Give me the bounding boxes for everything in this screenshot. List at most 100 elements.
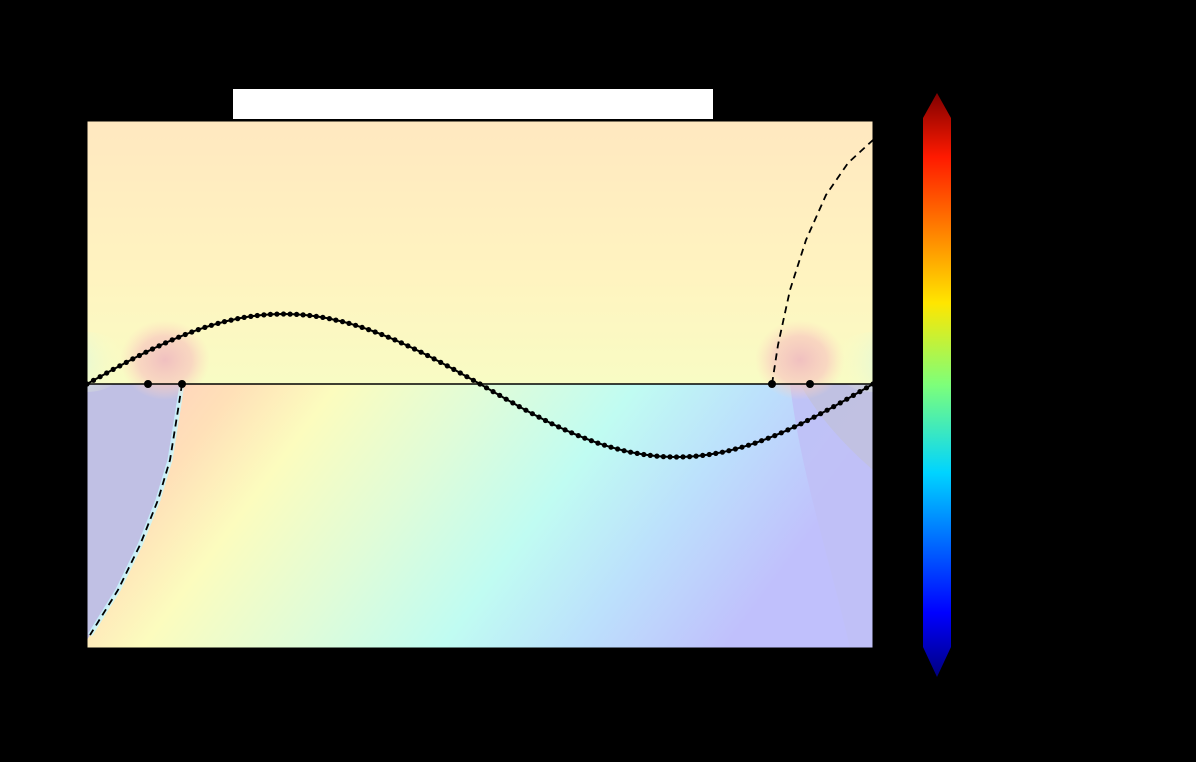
sine-marker xyxy=(143,349,149,355)
sine-marker xyxy=(759,438,765,444)
sine-marker xyxy=(307,312,313,319)
sine-marker xyxy=(549,421,555,427)
sine-marker xyxy=(693,453,699,459)
sine-marker xyxy=(791,424,798,430)
sine-marker xyxy=(385,334,391,340)
sine-marker xyxy=(621,448,627,454)
right-stagnation-b-point xyxy=(806,380,814,388)
sine-marker xyxy=(294,311,300,317)
sine-marker xyxy=(804,417,811,424)
sine-marker xyxy=(660,454,667,460)
sine-marker xyxy=(798,421,804,427)
sine-marker xyxy=(326,316,332,322)
sine-marker xyxy=(595,440,601,446)
sine-marker xyxy=(176,334,182,340)
sine-marker xyxy=(857,389,863,395)
sine-marker xyxy=(208,322,214,328)
sine-marker xyxy=(673,454,680,460)
sine-marker xyxy=(398,340,404,346)
sine-marker xyxy=(372,329,378,335)
sine-marker xyxy=(241,314,247,320)
sine-marker xyxy=(274,311,280,317)
sine-marker xyxy=(831,404,837,410)
sine-marker xyxy=(333,317,339,323)
sine-marker xyxy=(536,414,542,420)
sine-marker xyxy=(261,312,267,318)
sine-marker xyxy=(569,430,575,436)
sine-marker xyxy=(529,411,536,417)
sine-marker xyxy=(320,314,326,320)
title-box xyxy=(233,89,713,119)
sine-marker xyxy=(628,449,634,455)
sine-marker xyxy=(130,356,136,362)
sine-marker xyxy=(182,331,188,338)
sine-marker xyxy=(235,316,241,322)
sine-marker xyxy=(470,377,476,383)
sine-marker xyxy=(719,449,726,455)
sine-marker xyxy=(195,327,201,333)
sine-marker xyxy=(863,385,870,391)
sine-marker xyxy=(608,444,614,450)
sine-marker xyxy=(379,331,385,338)
field-upper xyxy=(87,121,873,384)
plot-area xyxy=(87,121,873,648)
sine-marker xyxy=(562,427,568,433)
sine-marker xyxy=(647,452,653,458)
sine-marker xyxy=(667,454,673,460)
sine-marker xyxy=(464,374,470,380)
sine-marker xyxy=(752,440,758,446)
sine-marker xyxy=(202,324,208,330)
left-dividing-streamline xyxy=(89,383,183,636)
sine-marker xyxy=(726,448,732,454)
sine-marker xyxy=(615,446,621,452)
sine-marker xyxy=(837,400,843,406)
field-left-wedge-low xyxy=(87,384,182,640)
sine-marker xyxy=(713,450,719,456)
sine-marker xyxy=(136,352,142,359)
sine-marker xyxy=(431,356,437,362)
sine-marker xyxy=(353,322,359,328)
sine-marker xyxy=(818,411,824,417)
sine-marker xyxy=(778,430,784,436)
sine-marker xyxy=(228,317,234,323)
sine-marker xyxy=(346,320,352,326)
sine-marker xyxy=(287,311,293,317)
sine-marker xyxy=(215,320,221,326)
sine-marker xyxy=(772,433,778,439)
sine-marker xyxy=(850,392,857,398)
sine-marker xyxy=(90,377,97,383)
sine-marker xyxy=(156,343,162,349)
colorbar xyxy=(923,93,951,677)
sine-marker xyxy=(300,312,306,318)
sine-marker xyxy=(444,363,450,369)
sine-marker xyxy=(497,392,503,398)
sine-marker xyxy=(359,324,365,330)
sine-marker xyxy=(745,442,752,448)
sine-marker xyxy=(451,366,457,372)
sine-marker xyxy=(503,396,509,402)
left-stagnation-a-point xyxy=(144,380,152,388)
sine-marker xyxy=(654,453,660,459)
sine-marker xyxy=(339,319,346,325)
sine-marker xyxy=(110,366,116,372)
sine-marker xyxy=(104,370,110,376)
sine-marker xyxy=(163,340,169,346)
right-stagnation-a-point xyxy=(768,380,776,388)
sine-marker xyxy=(706,451,712,458)
sine-marker xyxy=(490,389,496,395)
sine-marker xyxy=(844,396,850,402)
sine-marker xyxy=(811,414,817,420)
sine-marker xyxy=(405,343,411,349)
sine-marker xyxy=(700,452,706,458)
sine-marker xyxy=(732,446,739,452)
sine-marker xyxy=(411,346,418,352)
sine-marker xyxy=(765,435,771,441)
sine-marker xyxy=(516,404,522,410)
sine-marker xyxy=(556,424,562,430)
colorbar-body xyxy=(923,93,951,677)
sine-marker xyxy=(457,370,463,376)
sine-marker xyxy=(785,427,791,433)
sine-marker xyxy=(248,313,254,319)
